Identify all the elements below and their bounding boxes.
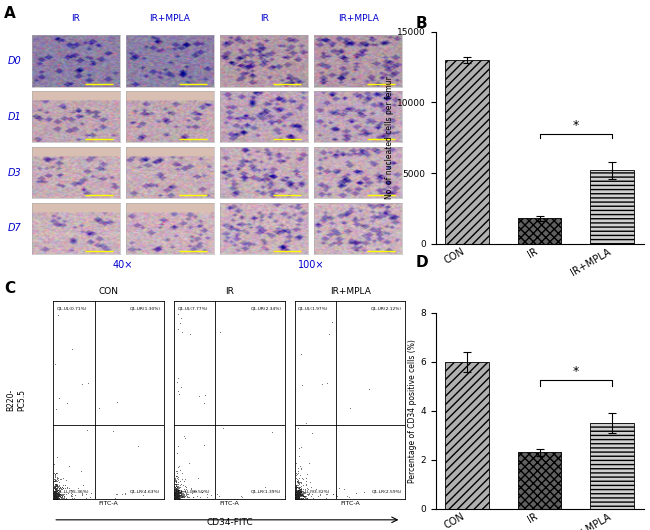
Text: IR+MPLA: IR+MPLA [338,14,379,23]
Text: CD34-FITC: CD34-FITC [206,518,253,527]
Bar [590,423,634,509]
Bar [517,218,562,244]
Text: IR: IR [260,14,268,23]
Text: B220-
PC5.5: B220- PC5.5 [6,389,26,411]
Text: D3: D3 [7,167,21,178]
Text: 100×: 100× [298,260,324,270]
Text: C: C [4,281,15,296]
Bar [517,453,562,509]
Text: D: D [416,255,428,270]
Text: *: * [573,365,579,378]
Bar [445,362,489,509]
Text: IR: IR [72,14,80,23]
Text: D0: D0 [7,56,21,66]
Text: A: A [4,5,16,21]
Text: D1: D1 [7,112,21,122]
Text: B: B [416,16,428,31]
Text: IR+MPLA: IR+MPLA [150,14,190,23]
Text: *: * [573,119,579,132]
Y-axis label: No. of nucleated cells per femur: No. of nucleated cells per femur [385,76,395,199]
Text: D7: D7 [7,224,21,233]
Y-axis label: Percentage of CD34 positive cells (%): Percentage of CD34 positive cells (%) [408,339,417,483]
Bar [590,170,634,244]
Text: CON: CON [99,287,118,296]
Text: 40×: 40× [112,260,133,270]
Text: IR: IR [225,287,234,296]
Text: IR+MPLA: IR+MPLA [330,287,370,296]
Bar [445,60,489,244]
